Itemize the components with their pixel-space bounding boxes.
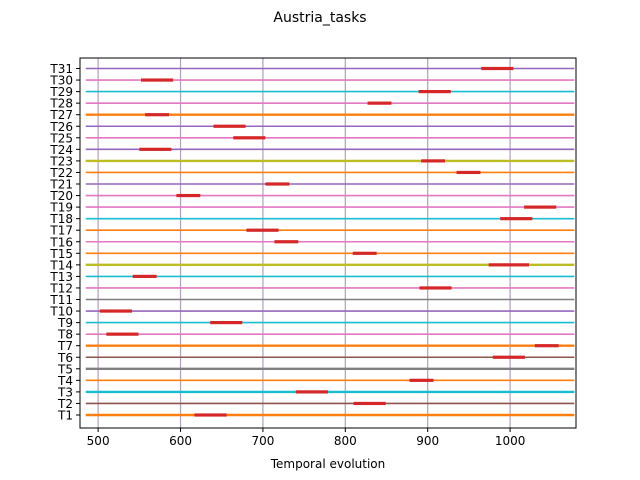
x-tick-label: 800 <box>334 434 357 448</box>
y-tick-label: T27 <box>49 108 73 122</box>
task-bar-t31 <box>481 66 514 71</box>
y-tick-label: T13 <box>49 270 73 284</box>
task-bars <box>99 66 559 417</box>
task-bar-t8 <box>106 332 139 336</box>
x-tick-label: 500 <box>87 434 110 448</box>
x-tick-label: 900 <box>416 434 439 448</box>
task-bar-t19 <box>524 205 557 209</box>
y-tick-label: T29 <box>49 85 73 99</box>
y-tick-label: T6 <box>57 351 73 365</box>
task-bar-t18 <box>500 217 533 221</box>
task-bar-t3 <box>295 390 328 394</box>
task-bar-t13 <box>132 274 157 278</box>
y-tick-label: T7 <box>57 339 73 353</box>
grid-lines <box>97 58 511 428</box>
y-tick-label: T11 <box>49 293 73 307</box>
task-bar-t26 <box>213 124 246 128</box>
task-lines <box>85 67 575 417</box>
y-tick-label: T15 <box>49 247 73 261</box>
y-tick-label: T20 <box>49 189 73 203</box>
y-tick-label: T21 <box>49 178 73 192</box>
y-axis-ticks: T1T2T3T4T5T6T7T8T9T10T11T12T13T14T15T16T… <box>49 62 80 423</box>
plot-area-frame <box>79 57 577 429</box>
task-bar-t14 <box>488 263 530 267</box>
task-bar-t9 <box>210 321 243 325</box>
task-bar-t10 <box>99 309 132 313</box>
x-tick-label: 1000 <box>495 434 526 448</box>
y-tick-label: T31 <box>49 62 73 76</box>
x-tick-label: 600 <box>169 434 192 448</box>
y-tick-label: T18 <box>49 212 73 226</box>
y-tick-label: T9 <box>57 316 73 330</box>
y-tick-label: T25 <box>49 131 73 145</box>
y-tick-label: T8 <box>57 328 73 342</box>
y-tick-label: T4 <box>57 374 73 388</box>
task-bar-t17 <box>246 228 279 232</box>
task-bar-t25 <box>233 136 266 140</box>
task-bar-t27 <box>145 113 169 117</box>
y-tick-label: T5 <box>57 362 73 376</box>
x-tick-label: 700 <box>251 434 274 448</box>
y-tick-label: T22 <box>49 166 73 180</box>
y-tick-label: T26 <box>49 120 73 134</box>
task-bar-t29 <box>418 90 451 94</box>
task-bar-t16 <box>274 240 299 244</box>
x-axis-ticks: 500 600 700 800 900 1000 <box>87 428 526 448</box>
y-tick-label: T17 <box>49 224 73 238</box>
task-bar-t15 <box>352 251 377 255</box>
y-tick-label: T10 <box>49 305 73 319</box>
task-bar-t23 <box>421 159 445 163</box>
x-axis-label: Temporal evolution <box>270 457 386 471</box>
y-tick-label: T30 <box>49 74 73 88</box>
task-bar-t12 <box>419 286 452 290</box>
y-tick-label: T14 <box>49 258 73 272</box>
y-tick-label: T2 <box>57 397 73 411</box>
task-bar-t28 <box>367 101 392 105</box>
task-bar-t30 <box>140 78 174 82</box>
y-tick-label: T19 <box>49 201 73 215</box>
y-tick-label: T1 <box>57 409 73 423</box>
task-bar-t1 <box>194 413 227 417</box>
y-tick-label: T28 <box>49 97 73 111</box>
y-tick-label: T23 <box>49 154 73 168</box>
task-bar-t22 <box>456 170 481 175</box>
task-bar-t6 <box>492 355 525 359</box>
task-bar-t24 <box>139 147 172 151</box>
y-tick-label: T24 <box>49 143 73 157</box>
y-tick-label: T3 <box>57 385 73 399</box>
task-bar-t4 <box>409 378 434 382</box>
task-bar-t2 <box>353 401 386 406</box>
task-bar-t21 <box>265 182 290 186</box>
task-bar-t20 <box>176 193 201 198</box>
chart-title: Austria_tasks <box>273 10 366 26</box>
task-bar-t7 <box>534 344 559 348</box>
y-tick-label: T16 <box>49 235 73 249</box>
y-tick-label: T12 <box>49 281 73 295</box>
